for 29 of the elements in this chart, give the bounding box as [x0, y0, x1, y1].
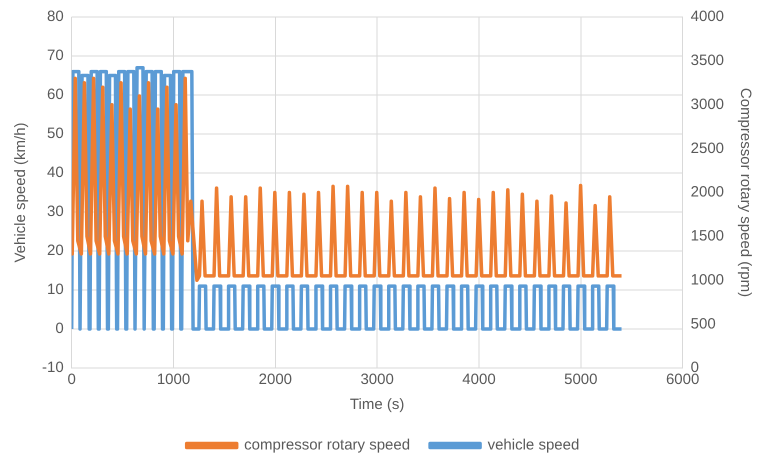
x-tick-label: 4000: [462, 371, 496, 388]
y-tick-label: -10: [42, 359, 64, 376]
x-tick-label: 0: [68, 371, 76, 388]
x-tick-label: 1000: [156, 371, 190, 388]
y-tick-label: 40: [46, 164, 64, 182]
y2-tick-label: 1500: [690, 228, 724, 245]
y2-tick-label: 4000: [690, 8, 724, 26]
y2-tick-label: 1000: [690, 271, 724, 288]
y-axis-title: Vehicle speed (km/h): [12, 122, 30, 263]
x-tick-label: 5000: [564, 371, 598, 388]
y-tick-label: 70: [46, 47, 64, 64]
y-tick-label: 0: [55, 320, 64, 338]
y2-tick-label: 2000: [690, 184, 724, 201]
legend-label: compressor rotary speed: [244, 436, 410, 454]
y2-tick-label: 2500: [690, 140, 724, 157]
legend-label: vehicle speed: [488, 436, 580, 454]
y2-tick-label: 500: [690, 315, 716, 332]
y-tick-label: 10: [46, 281, 64, 298]
x-tick-label: 2000: [258, 371, 292, 388]
y2-tick-label: 3000: [690, 96, 724, 113]
y2-tick-label: 3500: [690, 52, 724, 70]
y-tick-label: 50: [46, 125, 64, 142]
x-tick-label: 3000: [360, 371, 394, 388]
y-tick-label: 60: [46, 86, 64, 104]
y-tick-label: 30: [46, 203, 64, 220]
y2-axis-title: Compressor rotary speed (rpm): [736, 88, 754, 298]
x-axis-title: Time (s): [350, 396, 404, 414]
y-tick-label: 20: [46, 242, 64, 260]
y-tick-label: 80: [46, 8, 64, 26]
